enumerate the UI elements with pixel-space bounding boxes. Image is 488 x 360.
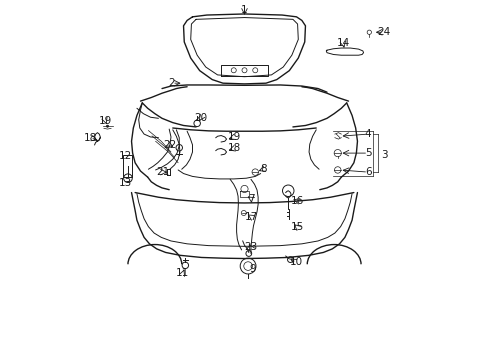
Text: 9: 9	[248, 264, 255, 274]
Text: 12: 12	[119, 150, 132, 161]
Text: 19: 19	[227, 132, 241, 142]
Text: 7: 7	[247, 194, 254, 204]
Text: 8: 8	[259, 164, 266, 174]
Text: 17: 17	[244, 212, 257, 221]
Text: 3: 3	[380, 150, 387, 160]
Text: 6: 6	[364, 167, 371, 177]
Text: 5: 5	[364, 148, 371, 158]
Text: 18: 18	[83, 133, 97, 143]
Text: 19: 19	[99, 116, 112, 126]
Text: 14: 14	[336, 38, 349, 48]
Text: 13: 13	[119, 178, 132, 188]
Text: 24: 24	[376, 27, 389, 37]
Text: 20: 20	[194, 113, 207, 123]
Bar	[123, 154, 132, 177]
Circle shape	[106, 125, 108, 127]
Text: 23: 23	[244, 242, 257, 252]
Text: 16: 16	[290, 196, 304, 206]
Text: 11: 11	[176, 268, 189, 278]
Text: 2: 2	[168, 78, 175, 88]
Text: 21: 21	[156, 167, 169, 177]
Text: 22: 22	[163, 140, 176, 150]
Text: 15: 15	[290, 222, 304, 232]
Text: 4: 4	[364, 129, 371, 139]
Text: 1: 1	[241, 5, 247, 15]
Text: 18: 18	[227, 143, 241, 153]
Text: 10: 10	[289, 257, 303, 267]
